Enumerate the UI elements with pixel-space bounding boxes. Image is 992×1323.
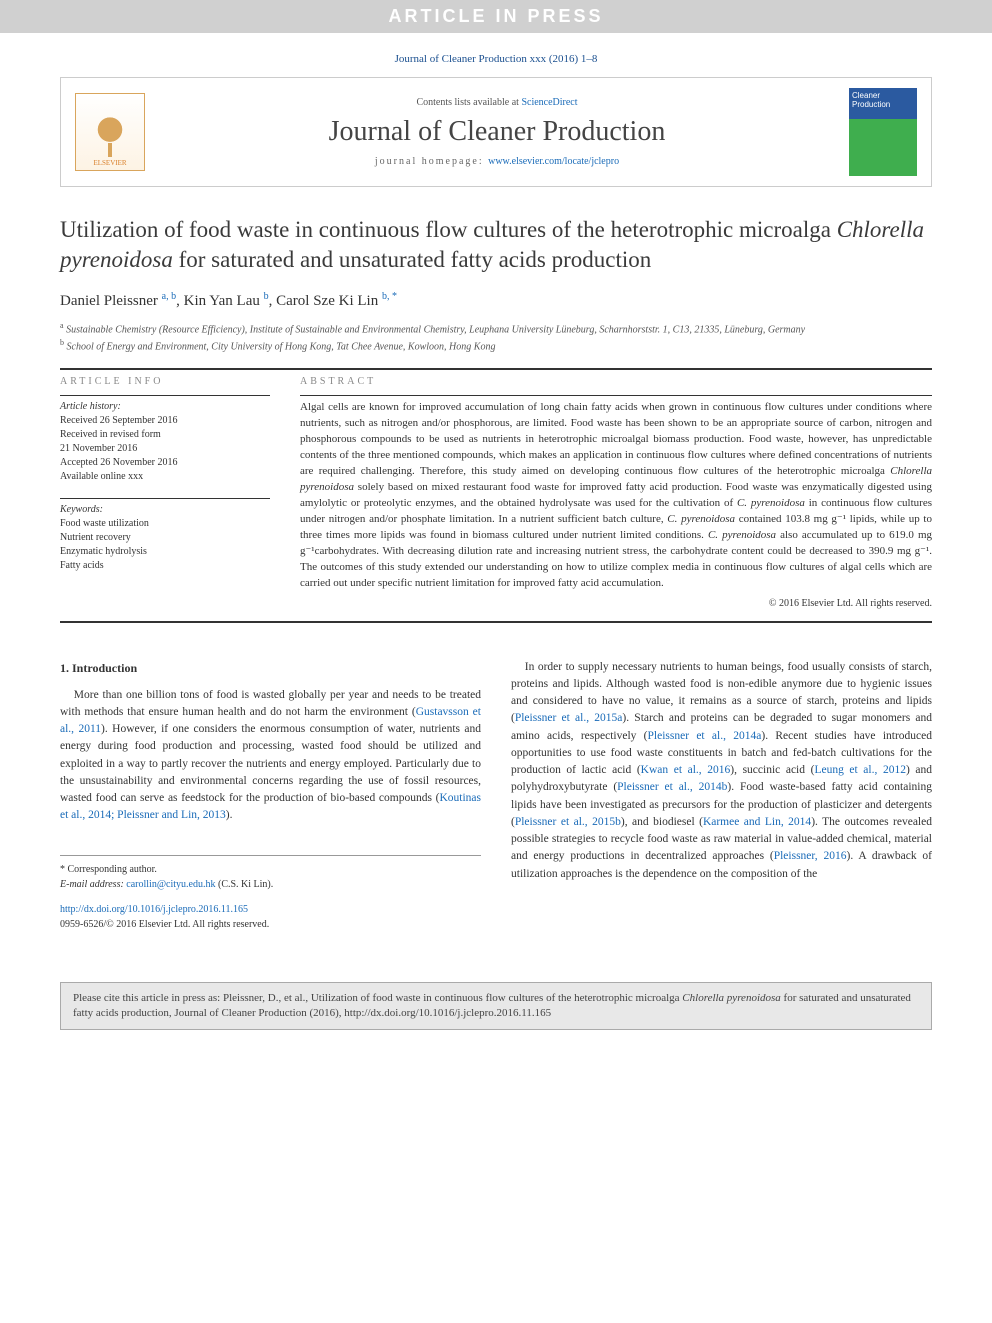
page-content: Journal of Cleaner Production xxx (2016)… (0, 53, 992, 962)
citation-link[interactable]: Leung et al., 2012 (814, 764, 906, 776)
doi-line: http://dx.doi.org/10.1016/j.jclepro.2016… (60, 902, 481, 917)
email-tail: (C.S. Ki Lin). (215, 879, 273, 890)
corresponding-label: * Corresponding author. (60, 862, 481, 877)
citation-link[interactable]: Pleissner et al., 2015a (515, 712, 623, 724)
homepage-line: journal homepage: www.elsevier.com/locat… (159, 156, 835, 167)
journal-reference: Journal of Cleaner Production xxx (2016)… (60, 53, 932, 65)
email-address[interactable]: carollin@cityu.edu.hk (126, 879, 215, 890)
abstract-species: C. pyrenoidosa (708, 529, 776, 541)
citation-box: Please cite this article in press as: Pl… (60, 982, 932, 1031)
body-span: ), and biodiesel ( (621, 816, 703, 828)
body-paragraph: More than one billion tons of food is wa… (60, 687, 481, 825)
cover-text: Cleaner Production (852, 91, 890, 109)
body-column-left: 1. Introduction More than one billion to… (60, 659, 481, 932)
body-column-right: In order to supply necessary nutrients t… (511, 659, 932, 932)
journal-header: ELSEVIER Contents lists available at Sci… (60, 77, 932, 187)
journal-name: Journal of Cleaner Production (159, 116, 835, 148)
article-info-label: ARTICLE INFO (60, 376, 270, 387)
info-abstract-row: ARTICLE INFO Article history: Received 2… (60, 376, 932, 608)
abstract-label: ABSTRACT (300, 376, 932, 387)
author-name: Carol Sze Ki Lin (276, 293, 382, 309)
issn-line: 0959-6526/© 2016 Elsevier Ltd. All right… (60, 917, 481, 932)
author-affil-sup: a, b (162, 291, 176, 302)
author-name: Kin Yan Lau (184, 293, 264, 309)
contents-prefix: Contents lists available at (416, 97, 521, 108)
author-name: Daniel Pleissner (60, 293, 162, 309)
abstract-column: ABSTRACT Algal cells are known for impro… (300, 376, 932, 608)
keyword: Nutrient recovery (60, 531, 270, 545)
affiliations: a Sustainable Chemistry (Resource Effici… (60, 320, 932, 355)
sep: , (176, 293, 184, 309)
body-paragraph: In order to supply necessary nutrients t… (511, 659, 932, 883)
keyword: Food waste utilization (60, 517, 270, 531)
affil-text: School of Energy and Environment, City U… (64, 341, 495, 352)
abstract-copyright: © 2016 Elsevier Ltd. All rights reserved… (300, 598, 932, 609)
divider (60, 498, 270, 499)
sep: , (269, 293, 277, 309)
body-span: ). However, if one considers the enormou… (60, 723, 481, 804)
citation-link[interactable]: Pleissner et al., 2015b (515, 816, 621, 828)
citation-link[interactable]: Pleissner et al., 2014b (617, 781, 727, 793)
homepage-prefix: journal homepage: (375, 156, 488, 167)
divider (60, 395, 270, 396)
keywords: Keywords: Food waste utilization Nutrien… (60, 503, 270, 573)
abstract-species: C. pyrenoidosa (667, 513, 735, 525)
divider (60, 368, 932, 370)
corresponding-author-footer: * Corresponding author. E-mail address: … (60, 855, 481, 932)
history-line: Received 26 September 2016 (60, 414, 270, 428)
divider (60, 621, 932, 623)
affiliation-line: b School of Energy and Environment, City… (60, 337, 932, 354)
history-line: Received in revised form (60, 428, 270, 442)
author-affil-sup: b, * (382, 291, 397, 302)
body-columns: 1. Introduction More than one billion to… (60, 659, 932, 932)
abstract-text: Algal cells are known for improved accum… (300, 400, 932, 591)
sciencedirect-link[interactable]: ScienceDirect (521, 97, 577, 108)
title-part: for saturated and unsaturated fatty acid… (173, 247, 651, 272)
section-heading: 1. Introduction (60, 659, 481, 677)
elsevier-label: ELSEVIER (93, 159, 126, 167)
abstract-species: C. pyrenoidosa (737, 497, 805, 509)
contents-line: Contents lists available at ScienceDirec… (159, 97, 835, 108)
history-line: Accepted 26 November 2016 (60, 456, 270, 470)
keyword: Fatty acids (60, 559, 270, 573)
cite-species: Chlorella pyrenoidosa (682, 992, 780, 1004)
keyword: Enzymatic hydrolysis (60, 545, 270, 559)
history-line: 21 November 2016 (60, 442, 270, 456)
header-center: Contents lists available at ScienceDirec… (159, 97, 835, 167)
email-line: E-mail address: carollin@cityu.edu.hk (C… (60, 877, 481, 892)
divider (300, 395, 932, 396)
body-span: ), succinic acid ( (730, 764, 814, 776)
history-label: Article history: (60, 400, 270, 414)
history-line: Available online xxx (60, 470, 270, 484)
email-label: E-mail address: (60, 879, 126, 890)
journal-cover-thumbnail: Cleaner Production (849, 88, 917, 176)
keywords-label: Keywords: (60, 503, 270, 517)
cite-span: Please cite this article in press as: Pl… (73, 992, 682, 1004)
citation-link[interactable]: Kwan et al., 2016 (641, 764, 731, 776)
affil-text: Sustainable Chemistry (Resource Efficien… (64, 324, 806, 335)
doi-link[interactable]: http://dx.doi.org/10.1016/j.jclepro.2016… (60, 904, 248, 915)
affiliation-line: a Sustainable Chemistry (Resource Effici… (60, 320, 932, 337)
abstract-span: Algal cells are known for improved accum… (300, 401, 932, 477)
article-info-column: ARTICLE INFO Article history: Received 2… (60, 376, 270, 608)
authors-line: Daniel Pleissner a, b, Kin Yan Lau b, Ca… (60, 291, 932, 310)
body-span: ). (226, 809, 233, 821)
elsevier-logo: ELSEVIER (75, 93, 145, 171)
article-title: Utilization of food waste in continuous … (60, 215, 932, 275)
title-part: Utilization of food waste in continuous … (60, 217, 837, 242)
homepage-url[interactable]: www.elsevier.com/locate/jclepro (488, 156, 619, 167)
citation-link[interactable]: Pleissner, 2016 (774, 850, 847, 862)
article-history: Article history: Received 26 September 2… (60, 400, 270, 484)
article-in-press-banner: ARTICLE IN PRESS (0, 0, 992, 33)
citation-link[interactable]: Karmee and Lin, 2014 (703, 816, 811, 828)
citation-link[interactable]: Pleissner et al., 2014a (648, 730, 762, 742)
